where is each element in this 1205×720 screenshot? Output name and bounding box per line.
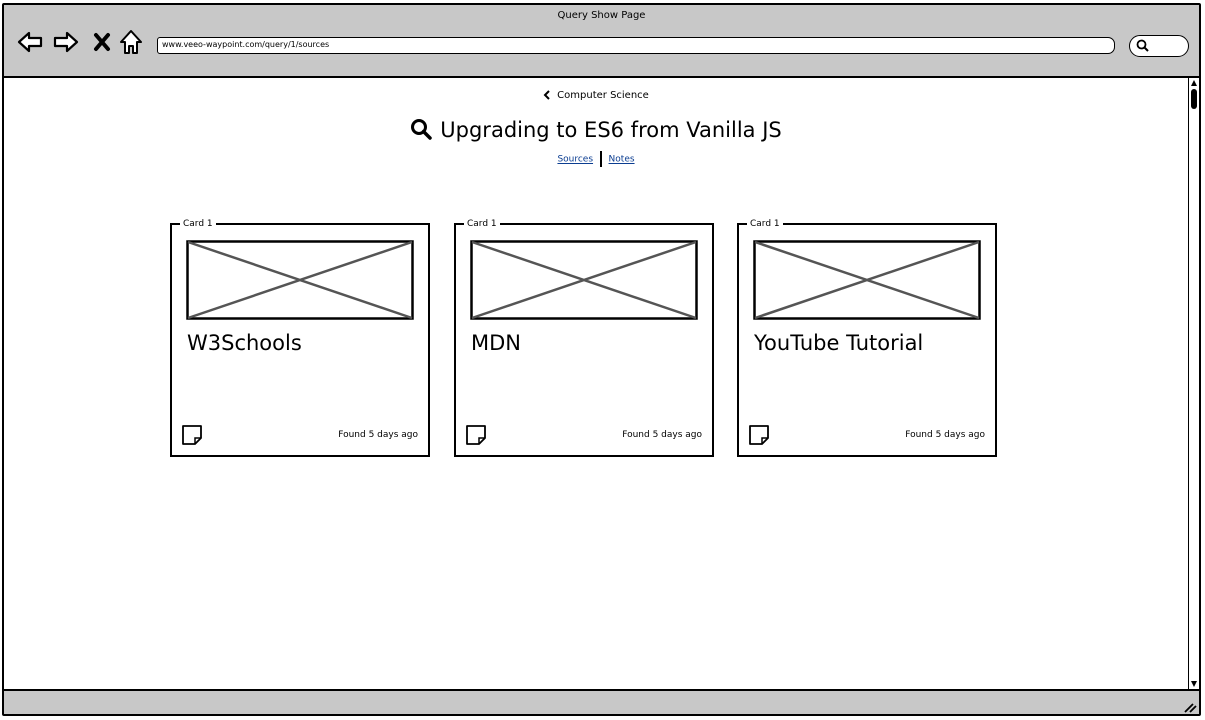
chevron-left-icon — [543, 90, 551, 100]
card-found-date: Found 5 days ago — [622, 430, 702, 440]
source-card[interactable]: Card 1 YouTube Tutorial Found 5 days ago — [737, 217, 997, 457]
page-title-text: Upgrading to ES6 from Vanilla JS — [440, 118, 782, 142]
browser-window: Query Show Page www.veeo-waypoint.com/qu… — [2, 3, 1201, 716]
forward-icon[interactable] — [52, 27, 80, 57]
card-legend: Card 1 — [464, 217, 500, 231]
note-icon[interactable] — [748, 424, 770, 446]
card-found-date: Found 5 days ago — [905, 430, 985, 440]
scroll-thumb[interactable] — [1190, 89, 1197, 109]
image-placeholder — [186, 240, 414, 320]
breadcrumb-label[interactable]: Computer Science — [557, 90, 649, 101]
card-title: W3Schools — [187, 331, 302, 355]
search-icon — [410, 118, 433, 140]
card-title: MDN — [471, 331, 521, 355]
search-icon — [1136, 39, 1149, 52]
source-card[interactable]: Card 1 W3Schools Found 5 days ago — [170, 217, 430, 457]
page-title: Upgrading to ES6 from Vanilla JS — [4, 116, 1188, 144]
card-found-date: Found 5 days ago — [338, 430, 418, 440]
window-title: Query Show Page — [557, 10, 646, 21]
scroll-up-icon[interactable] — [1190, 79, 1198, 87]
note-icon[interactable] — [465, 424, 487, 446]
back-icon[interactable] — [16, 27, 44, 57]
vertical-scrollbar[interactable] — [1188, 76, 1199, 691]
tab-divider — [600, 151, 602, 167]
card-legend: Card 1 — [180, 217, 216, 231]
address-bar[interactable]: www.veeo-waypoint.com/query/1/sources — [157, 37, 1115, 54]
source-card[interactable]: Card 1 MDN Found 5 days ago — [454, 217, 714, 457]
view-tabs: Sources Notes — [4, 151, 1188, 168]
browser-search-button[interactable] — [1129, 35, 1189, 57]
scroll-down-icon[interactable] — [1190, 680, 1198, 688]
image-placeholder — [470, 240, 698, 320]
card-legend: Card 1 — [747, 217, 783, 231]
note-icon[interactable] — [181, 424, 203, 446]
stop-icon[interactable] — [90, 27, 114, 57]
image-placeholder — [753, 240, 981, 320]
breadcrumb[interactable]: Computer Science — [4, 89, 1188, 103]
page-content: Computer Science Upgrading to ES6 from V… — [4, 76, 1188, 691]
card-title: YouTube Tutorial — [754, 331, 924, 355]
home-icon[interactable] — [118, 27, 144, 57]
resize-grip-icon[interactable] — [1183, 701, 1197, 713]
tab-notes[interactable]: Notes — [608, 154, 635, 165]
tab-sources[interactable]: Sources — [557, 154, 594, 165]
